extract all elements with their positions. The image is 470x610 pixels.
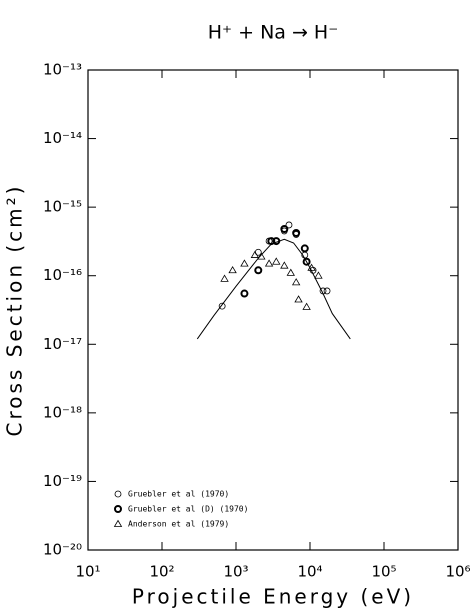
triangle-marker xyxy=(291,278,301,286)
circle-marker xyxy=(323,287,331,295)
triangle-marker xyxy=(240,259,249,267)
triangle-marker xyxy=(220,274,229,282)
x-axis-label: Projectile Energy (eV) xyxy=(132,585,414,609)
y-tick-label: 10⁻¹⁸ xyxy=(43,403,82,421)
y-tick-label: 10⁻¹³ xyxy=(43,61,82,79)
y-tick-label: 10⁻¹⁷ xyxy=(43,335,82,353)
circle-marker xyxy=(218,302,226,310)
x-tick-label: 10⁴ xyxy=(297,563,322,581)
circle-marker xyxy=(285,221,293,229)
circle-marker xyxy=(272,237,281,246)
circle-marker xyxy=(240,289,249,298)
circle-marker xyxy=(319,287,327,295)
x-tick-label: 10⁶ xyxy=(445,563,470,581)
triangle-marker xyxy=(250,250,260,258)
legend-label: Gruebler et al (D) (1970) xyxy=(128,505,248,514)
y-tick-label: 10⁻²⁰ xyxy=(43,541,82,559)
triangle-marker xyxy=(302,302,311,310)
triangle-marker xyxy=(294,295,303,303)
x-tick-label: 10⁵ xyxy=(371,563,396,581)
legend-label: Gruebler et al (1970) xyxy=(128,490,229,499)
triangle-marker xyxy=(314,271,323,279)
chart-title: H⁺ + Na → H⁻ xyxy=(208,22,339,44)
x-tick-label: 10² xyxy=(149,563,174,581)
triangle-marker xyxy=(272,257,281,265)
x-tick-label: 10¹ xyxy=(75,563,100,581)
circle-marker xyxy=(292,228,301,237)
y-tick-label: 10⁻¹⁵ xyxy=(43,198,82,216)
x-tick-label: 10³ xyxy=(223,563,248,581)
triangle-marker xyxy=(280,261,289,269)
legend-marker xyxy=(114,505,122,513)
triangle-marker xyxy=(286,268,295,276)
circle-marker xyxy=(302,257,311,266)
fit-line xyxy=(196,238,351,340)
y-axis-label: Cross Section (cm²) xyxy=(3,184,27,437)
circle-marker xyxy=(300,244,309,253)
plot-frame xyxy=(87,69,459,551)
circle-marker xyxy=(267,237,276,246)
circle-marker xyxy=(280,225,289,234)
triangle-marker xyxy=(307,263,316,271)
circle-marker xyxy=(254,266,263,275)
legend-label: Anderson et al (1979) xyxy=(128,520,229,529)
triangle-marker xyxy=(264,259,274,267)
legend-marker xyxy=(113,519,123,527)
y-tick-label: 10⁻¹⁹ xyxy=(43,472,82,490)
triangle-marker xyxy=(257,252,266,260)
y-tick-label: 10⁻¹⁴ xyxy=(43,129,82,147)
triangle-marker xyxy=(228,265,237,274)
legend-marker xyxy=(114,490,122,498)
y-tick-label: 10⁻¹⁶ xyxy=(43,266,82,284)
